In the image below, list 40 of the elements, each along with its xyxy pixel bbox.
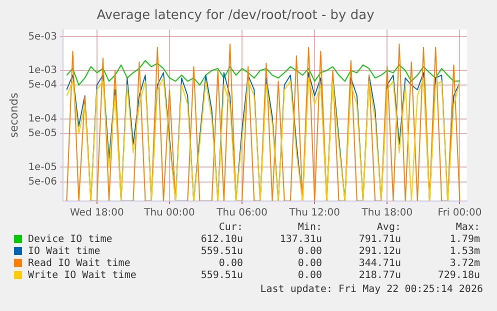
y-axis-title: seconds [7, 92, 20, 138]
text: Min: [296, 222, 323, 234]
text: 0.00 [296, 258, 323, 270]
chart-title: Average latency for /dev/root/root - by day [96, 8, 375, 24]
legend-label: IO Wait time [27, 246, 102, 258]
x-tick-label: Thu 00:00 [143, 208, 195, 219]
text: 612.10u [200, 234, 244, 246]
text: 0.00 [218, 258, 244, 270]
text: 344.71u [358, 258, 402, 270]
text: 3.72m [448, 258, 481, 270]
x-tick-label: Thu 12:00 [288, 208, 340, 219]
y-tick-label: 1e-05 [28, 162, 58, 173]
text: 559.51u [200, 270, 244, 282]
text: 218.77u [358, 270, 402, 282]
text: 0.00 [296, 246, 323, 258]
x-tick-label: Thu 18:00 [360, 208, 413, 219]
text: 1.53m [448, 246, 481, 258]
text: 791.71u [358, 234, 402, 246]
x-tick-label: Thu 06:00 [216, 208, 268, 219]
text: 137.31u [278, 234, 323, 246]
text: Cur: [218, 222, 244, 234]
text: Last update: Fri May 22 00:25:14 2026 [260, 284, 483, 295]
y-tick-label: 5e-06 [28, 176, 58, 188]
x-tick-label: Fri 00:00 [438, 208, 482, 219]
legend-label: Device IO time [27, 234, 114, 246]
y-tick-label: 1e-03 [28, 65, 58, 76]
text: 1.79m [448, 234, 481, 246]
y-tick-label: 5e-04 [28, 80, 58, 91]
legend-label: Read IO Wait time [27, 258, 132, 270]
x-tick-label: Wed 18:00 [70, 208, 124, 219]
text: 0.00 [296, 270, 323, 282]
text: Max: [454, 222, 481, 234]
text: Avg: [376, 222, 402, 234]
legend-label: Write IO Wait time [27, 270, 138, 282]
y-tick-label: 1e-04 [28, 113, 58, 124]
y-tick-label: 5e-03 [28, 31, 58, 42]
text: 729.18u [436, 270, 481, 282]
text: 291.12u [358, 246, 402, 258]
text: 559.51u [200, 246, 244, 258]
y-tick-label: 5e-05 [28, 128, 58, 139]
